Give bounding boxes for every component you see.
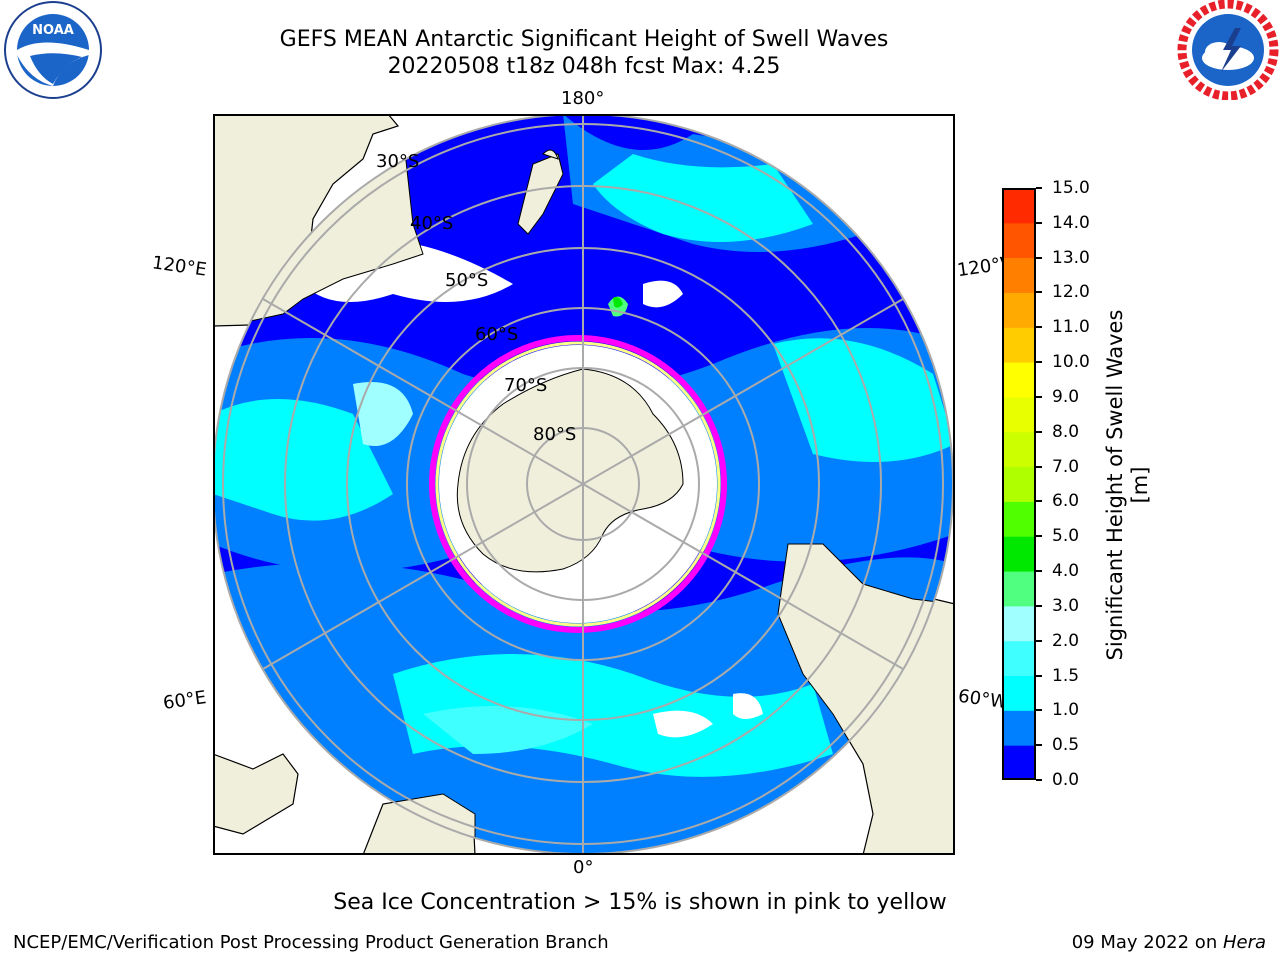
colorbar-swatch [1002, 327, 1036, 363]
colorbar-tick-label: 1.0 [1052, 700, 1080, 721]
colorbar-tick-mark [1036, 187, 1042, 189]
colorbar-tick-mark [1036, 779, 1042, 781]
colorbar-swatch [1002, 536, 1036, 572]
colorbar-tick-mark [1036, 291, 1042, 294]
sea-ice-edge [429, 335, 727, 633]
polar-map: 30°S 40°S 50°S 60°S 70°S 80°S [213, 114, 955, 855]
sea-ice-note: Sea Ice Concentration > 15% is shown in … [333, 890, 947, 915]
colorbar-tick-label: 11.0 [1052, 317, 1090, 338]
colorbar-tick-mark [1036, 500, 1042, 503]
lat-label-70s: 70°S [504, 375, 548, 396]
colorbar-tick-label: 12.0 [1052, 282, 1090, 303]
colorbar-swatch [1002, 431, 1036, 468]
colorbar-swatch [1002, 257, 1036, 293]
colorbar-label: Significant Height of Swell Waves [m] [1103, 309, 1152, 661]
meridians [262, 114, 904, 854]
colorbar-tick-label: 9.0 [1052, 386, 1080, 407]
colorbar-tick-mark [1036, 430, 1042, 433]
footer-host: Hera [1222, 932, 1266, 953]
footer-date: 09 May 2022 on Hera [1072, 932, 1266, 953]
lon-label-top: 180° [561, 88, 605, 109]
colorbar-tick-label: 14.0 [1052, 212, 1090, 233]
lat-label-60s: 60°S [475, 324, 519, 345]
colorbar-tick-label: 0.5 [1052, 735, 1080, 756]
colorbar-swatch [1002, 362, 1036, 398]
footer-producer: NCEP/EMC/Verification Post Processing Pr… [13, 932, 609, 953]
colorbar [1002, 188, 1036, 780]
colorbar-tick-mark [1036, 221, 1042, 224]
colorbar-swatch [1002, 640, 1036, 677]
colorbar-swatch [1002, 396, 1036, 433]
colorbar-tick-mark [1036, 465, 1042, 468]
colorbar-tick-mark [1036, 604, 1042, 607]
colorbar-tick-label: 7.0 [1052, 456, 1080, 477]
colorbar-tick-label: 6.0 [1052, 491, 1080, 512]
lat-label-40s: 40°S [410, 213, 454, 234]
colorbar-tick-label: 3.0 [1052, 595, 1080, 616]
antarctica [456, 368, 684, 573]
lon-label-bottom: 0° [573, 857, 594, 878]
colorbar-swatch [1002, 188, 1036, 224]
nws-logo-icon [1177, 0, 1279, 100]
colorbar-swatch [1002, 292, 1036, 328]
colorbar-swatch [1002, 222, 1036, 259]
noaa-logo-text: NOAA [32, 23, 74, 38]
colorbar-tick-mark [1036, 535, 1042, 538]
colorbar-tick-mark [1036, 326, 1042, 329]
colorbar-swatch [1002, 745, 1036, 780]
colorbar-tick-mark [1036, 361, 1042, 364]
lat-label-30s: 30°S [376, 151, 420, 172]
chart-subtitle: 20220508 t18z 048h fcst Max: 4.25 [387, 54, 781, 79]
colorbar-tick-label: 5.0 [1052, 526, 1080, 547]
colorbar-tick-mark [1036, 674, 1042, 677]
colorbar-swatch [1002, 675, 1036, 711]
chart-title: GEFS MEAN Antarctic Significant Height o… [279, 27, 889, 52]
lat-label-50s: 50°S [445, 270, 489, 291]
colorbar-tick-mark [1036, 744, 1042, 747]
colorbar-tick-label: 15.0 [1052, 178, 1090, 198]
colorbar-swatch [1002, 501, 1036, 537]
colorbar-tick-mark [1036, 709, 1042, 712]
colorbar-tick-label: 8.0 [1052, 421, 1080, 442]
lat-label-80s: 80°S [533, 424, 577, 445]
colorbar-tick-label: 1.5 [1052, 665, 1080, 686]
colorbar-tick-label: 4.0 [1052, 561, 1080, 582]
colorbar-swatch [1002, 466, 1036, 502]
colorbar-tick-label: 0.0 [1052, 770, 1080, 790]
colorbar-tick-label: 2.0 [1052, 630, 1080, 651]
colorbar-tick-mark [1036, 639, 1042, 642]
colorbar-tick-mark [1036, 395, 1042, 398]
colorbar-tick-mark [1036, 570, 1042, 573]
lon-label-upper-left: 120°E [150, 252, 208, 281]
lon-label-lower-left: 60°E [161, 687, 208, 714]
colorbar-swatch [1002, 605, 1036, 642]
colorbar-tick-mark [1036, 256, 1042, 259]
footer-date-text: 09 May 2022 on [1071, 932, 1223, 953]
colorbar-tick-label: 13.0 [1052, 247, 1090, 268]
colorbar-swatch [1002, 571, 1036, 607]
colorbar-swatch [1002, 710, 1036, 746]
colorbar-tick-label: 10.0 [1052, 352, 1090, 373]
noaa-logo-icon: NOAA [4, 1, 102, 99]
